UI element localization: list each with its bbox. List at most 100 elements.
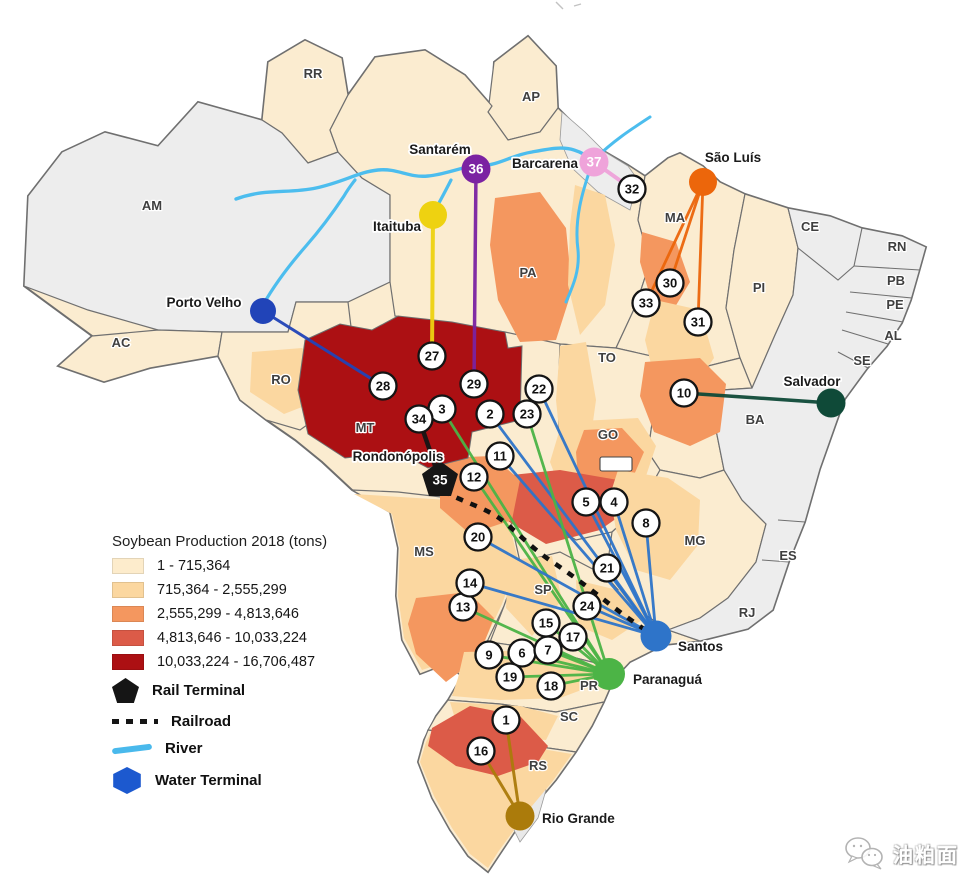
marker-circle bbox=[455, 568, 485, 598]
flow-marker-24: 24 bbox=[572, 591, 602, 621]
flow-marker-12: 12 bbox=[459, 462, 489, 492]
legend-symbol-label: Rail Terminal bbox=[152, 682, 246, 699]
legend-class-row: 715,364 - 2,555,299 bbox=[112, 582, 412, 598]
state-label-RO: RO bbox=[271, 372, 291, 387]
marker-number: 27 bbox=[425, 349, 439, 364]
river-icon bbox=[111, 743, 153, 754]
railroad-layer bbox=[441, 488, 652, 635]
state-label-PB: PB bbox=[887, 273, 905, 288]
marker-circle bbox=[683, 307, 713, 337]
terminal-salvador bbox=[816, 388, 846, 418]
legend-symbol-label: River bbox=[165, 740, 203, 757]
flow-marker-7: 7 bbox=[533, 635, 563, 665]
state-label-PR: PR bbox=[580, 678, 599, 693]
flow-marker-8: 8 bbox=[631, 508, 661, 538]
state-border bbox=[853, 265, 921, 271]
state-border bbox=[853, 227, 863, 267]
flow-marker-33: 33 bbox=[631, 288, 661, 318]
terminal-santos bbox=[640, 620, 672, 652]
state-label-GO: GO bbox=[598, 427, 618, 442]
rio_grande-terminal-dot bbox=[505, 801, 535, 831]
marker-number: 12 bbox=[467, 470, 481, 485]
marker-number: 5 bbox=[582, 495, 589, 510]
marker-circle bbox=[631, 508, 661, 538]
legend-class-label: 4,813,646 - 10,033,224 bbox=[157, 630, 307, 646]
marker-circle bbox=[592, 553, 622, 583]
state-label-TO: TO bbox=[598, 350, 616, 365]
marker-circle bbox=[669, 378, 699, 408]
route-line-23 bbox=[525, 412, 611, 676]
porto_velho-terminal-dot bbox=[250, 298, 276, 324]
production-patch bbox=[420, 734, 572, 868]
marker-circle bbox=[474, 640, 504, 670]
legend-class-label: 1 - 715,364 bbox=[157, 558, 231, 574]
marker-number: 7 bbox=[544, 643, 551, 658]
state-border bbox=[837, 351, 869, 369]
flow-marker-4: 4 bbox=[599, 487, 629, 517]
railroad-line bbox=[441, 488, 652, 635]
railroad-icon bbox=[112, 719, 158, 724]
marker-circle bbox=[512, 399, 542, 429]
route-line-8 bbox=[644, 521, 658, 638]
state-label-RJ: RJ bbox=[739, 605, 756, 620]
city-label-santos: Santos bbox=[678, 639, 723, 654]
salvador-terminal-dot bbox=[816, 388, 846, 418]
state-label-RN: RN bbox=[888, 239, 907, 254]
state-label-PE: PE bbox=[886, 297, 904, 312]
flow-marker-16: 16 bbox=[466, 736, 496, 766]
df-box bbox=[599, 456, 633, 472]
legend-swatch bbox=[112, 606, 144, 622]
marker-number: 30 bbox=[663, 276, 677, 291]
legend-class-label: 2,555,299 - 4,813,646 bbox=[157, 606, 299, 622]
marker-circle bbox=[572, 591, 602, 621]
marker-circle bbox=[459, 462, 489, 492]
flow-marker-31: 31 bbox=[683, 307, 713, 337]
river-amazon bbox=[234, 146, 596, 201]
route-line-28 bbox=[261, 309, 385, 388]
flow-marker-1: 1 bbox=[491, 705, 521, 735]
marker-circle bbox=[404, 404, 434, 434]
city-labels-layer: Porto Velho Itaituba Santarém Barcarena São … bbox=[165, 140, 843, 828]
state-label-CE: CE bbox=[801, 219, 819, 234]
legend-swatch bbox=[112, 654, 144, 670]
flow-marker-34: 34 bbox=[404, 404, 434, 434]
flow-marker-13: 13 bbox=[448, 592, 478, 622]
city-label-barcarena: Barcarena bbox=[512, 156, 579, 171]
legend-symbol-label: Water Terminal bbox=[155, 772, 262, 789]
flow-marker-9: 9 bbox=[474, 640, 504, 670]
terminal-santarem: 36 bbox=[461, 154, 491, 184]
marker-circle bbox=[495, 662, 525, 692]
marker-number: 31 bbox=[691, 315, 705, 330]
flow-marker-14: 14 bbox=[455, 568, 485, 598]
marker-number: 6 bbox=[518, 646, 525, 661]
sao_luis-terminal-dot bbox=[689, 168, 717, 196]
state-borders-layer bbox=[599, 227, 921, 563]
production-patch bbox=[490, 192, 572, 342]
legend-swatch bbox=[112, 630, 144, 646]
state-label-SP: SP bbox=[534, 582, 552, 597]
marker-number: 22 bbox=[532, 382, 546, 397]
state-border bbox=[777, 519, 806, 523]
legend-symbol-row: Rail Terminal bbox=[112, 678, 412, 703]
route-line-4 bbox=[612, 500, 658, 638]
state-label-PA: PA bbox=[519, 265, 537, 280]
watermark: 油粕面 bbox=[844, 836, 959, 870]
marker-circle bbox=[536, 671, 566, 701]
marker-circle bbox=[571, 487, 601, 517]
flow-marker-11: 11 bbox=[485, 441, 515, 471]
route-line-27 bbox=[430, 213, 435, 358]
city-label-salvador: Salvador bbox=[783, 374, 841, 389]
state-label-RS: RS bbox=[529, 758, 547, 773]
flow-marker-30: 30 bbox=[655, 268, 685, 298]
marker-circle bbox=[531, 608, 561, 638]
watermark-text: 油粕面 bbox=[893, 844, 959, 867]
marker-circle bbox=[463, 522, 493, 552]
marker-number: 2 bbox=[486, 407, 493, 422]
legend-class-list: 1 - 715,364 715,364 - 2,555,299 2,555,299 … bbox=[112, 558, 412, 670]
marker-number: 21 bbox=[600, 561, 614, 576]
city-label-paranagua: Paranaguá bbox=[633, 672, 703, 687]
itaituba-terminal-dot bbox=[419, 201, 447, 229]
legend-symbol-row: Water Terminal bbox=[112, 767, 412, 794]
